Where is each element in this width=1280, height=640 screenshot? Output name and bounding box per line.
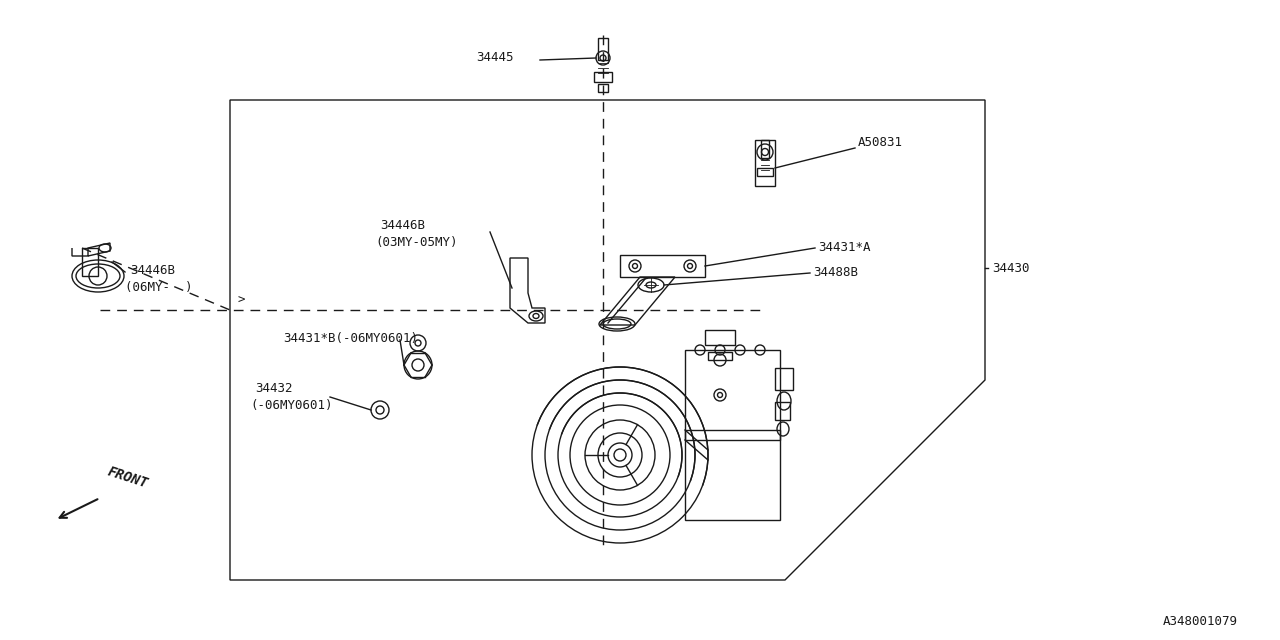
Bar [774,402,790,420]
Text: A348001079: A348001079 [1164,615,1238,628]
Text: (03MY-05MY): (03MY-05MY) [375,236,457,248]
Bar [598,84,608,92]
Bar [708,352,732,360]
Text: FRONT: FRONT [106,465,150,491]
Bar [685,430,780,520]
Text: 34488B: 34488B [813,266,858,278]
Bar [598,38,608,60]
Text: 34445: 34445 [476,51,513,63]
Text: 34431*A: 34431*A [818,241,870,253]
Text: 34432: 34432 [255,381,293,394]
Bar [82,248,99,276]
Text: (06MY-  ): (06MY- ) [125,280,192,294]
Bar [755,140,774,186]
Bar [705,330,735,345]
Bar [594,72,612,82]
Text: A50831: A50831 [858,136,902,148]
Text: 34446B: 34446B [131,264,175,276]
Text: 34431*B(-06MY0601): 34431*B(-06MY0601) [283,332,419,344]
Bar [756,168,773,176]
Text: 34430: 34430 [992,262,1029,275]
Text: (-06MY0601): (-06MY0601) [250,399,333,412]
Bar [774,368,794,390]
Text: 34446B: 34446B [380,218,425,232]
Text: >: > [237,294,244,307]
Bar [762,140,769,158]
